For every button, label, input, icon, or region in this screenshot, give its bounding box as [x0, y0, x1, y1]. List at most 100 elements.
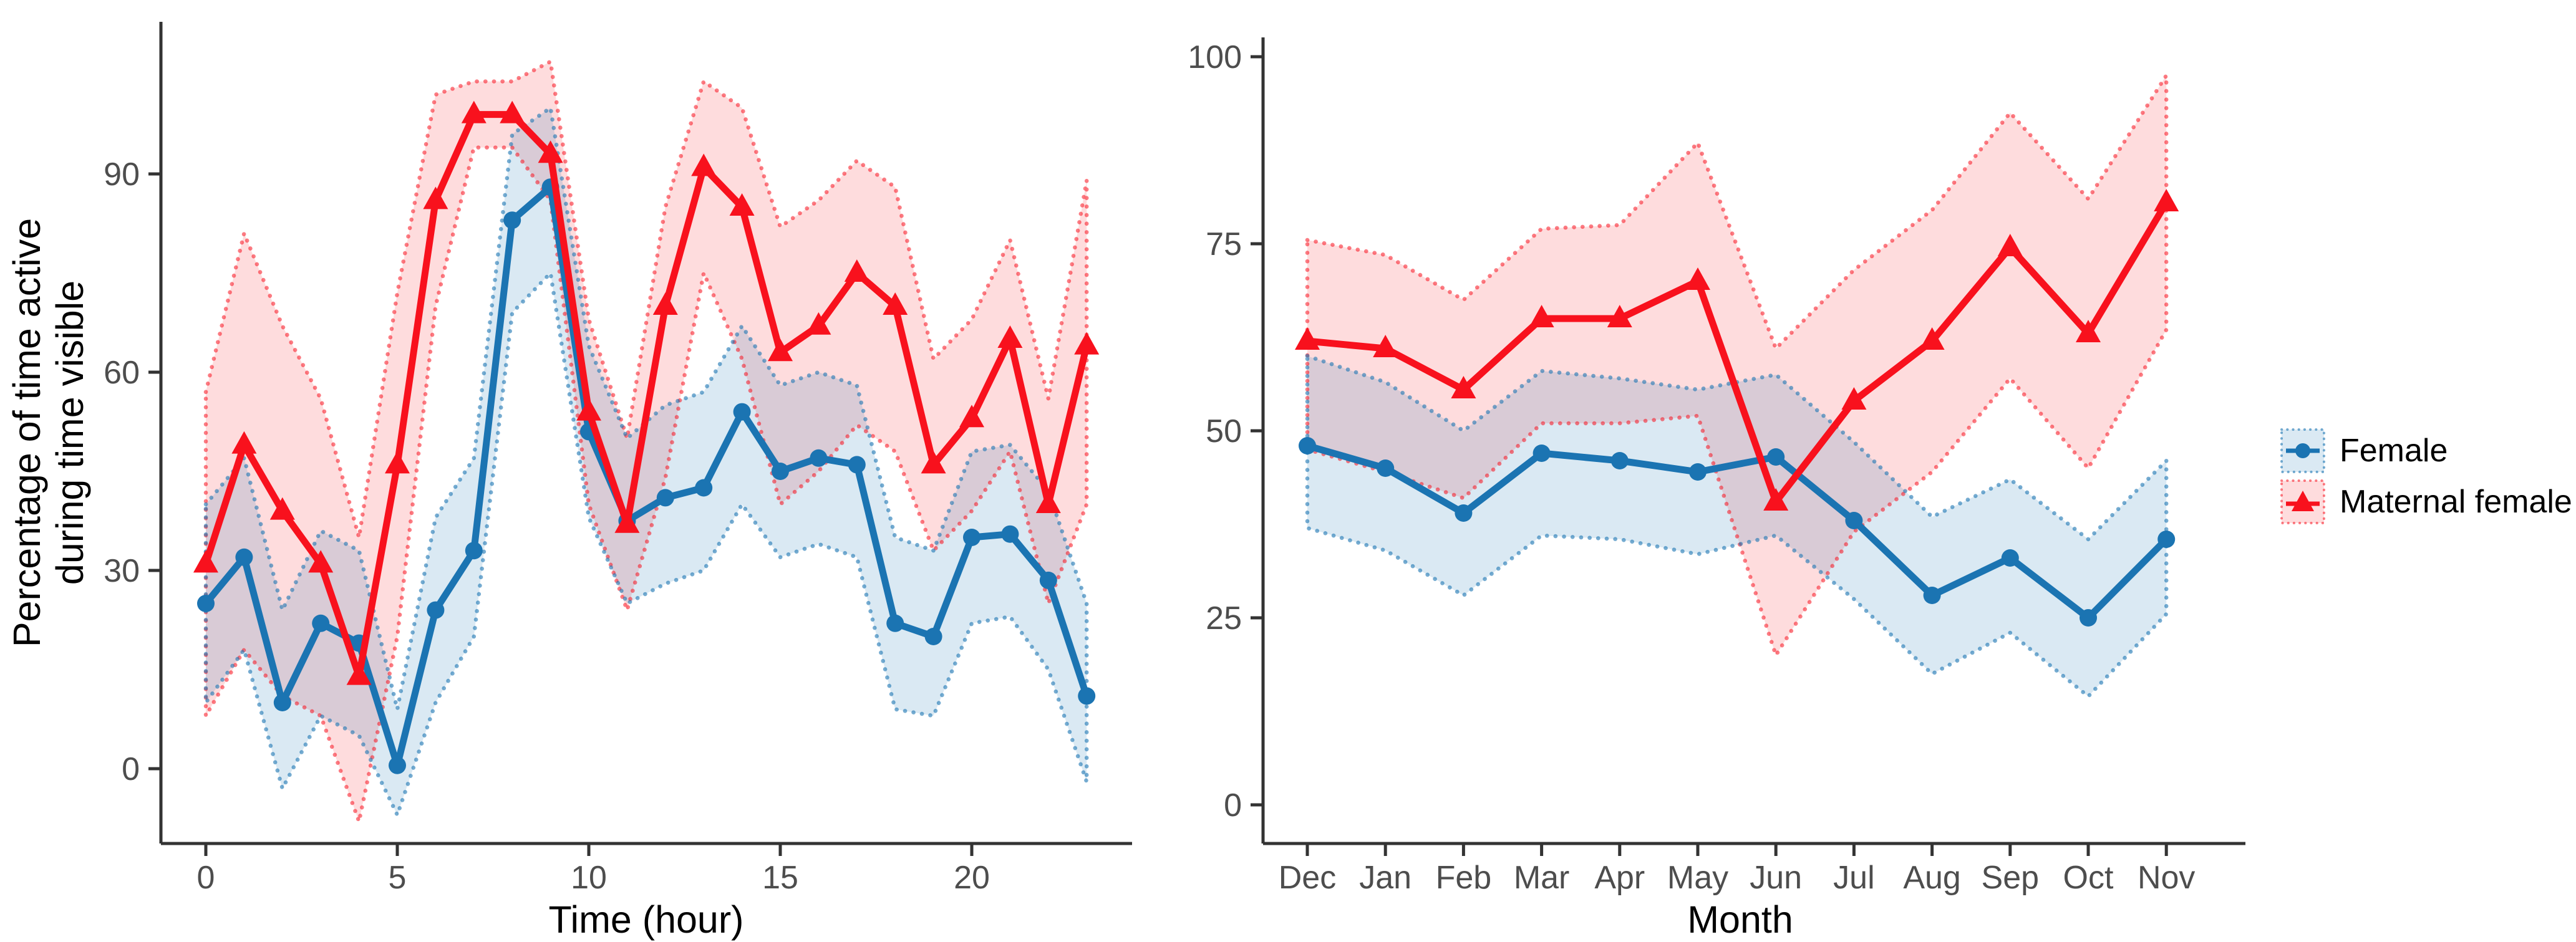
monthly-female-point [1377, 459, 1395, 477]
legend-item-maternal-female: Maternal female [2280, 479, 2572, 525]
legend-label-maternal-female: Maternal female [2340, 484, 2572, 520]
hourly-x-tick-label: 20 [954, 860, 990, 896]
monthly-female-ribbon-border [1305, 353, 2169, 699]
hourly-female-point [235, 548, 253, 566]
monthly-x-tick-label: Feb [1436, 860, 1492, 896]
monthly-maternal-ribbon-border [1305, 73, 2169, 658]
monthly-female-point [2157, 531, 2176, 548]
monthly-y-tick-label: 25 [1206, 600, 1242, 637]
monthly-x-tick-label: Oct [2063, 860, 2114, 896]
hourly-female-point [1001, 525, 1019, 543]
monthly-x-tick-label: Jun [1750, 860, 1802, 896]
hourly-maternal-point [768, 339, 793, 362]
monthly-female-point [1767, 448, 1785, 466]
monthly-x-tick-label: Sep [1982, 860, 2040, 896]
hourly-maternal-point [921, 451, 946, 474]
hourly-female-point [1078, 687, 1096, 705]
hourly-maternal-point [500, 100, 525, 123]
hourly-maternal-point [614, 510, 640, 533]
hourly-female-point [810, 449, 828, 467]
hourly-y-tick-label: 30 [104, 553, 140, 589]
monthly-female-point [1923, 587, 1941, 604]
monthly-y-tick-label: 0 [1224, 787, 1242, 824]
hourly-y-tick-label: 0 [122, 751, 140, 787]
monthly-x-tick-label: Aug [1903, 860, 1961, 896]
hourly-maternal-point [1074, 332, 1100, 355]
monthly-maternal-point [2154, 189, 2179, 211]
monthly-x-tick-label: Apr [1594, 860, 1645, 896]
monthly-panel: 0 25 50 75 100 Dec Jan Feb Mar Apr May Jun Jul Aug Sep… [1188, 37, 2245, 896]
hourly-maternal-point [538, 140, 563, 163]
monthly-y-tick-label: 100 [1188, 39, 1242, 75]
hourly-maternal-point [691, 153, 717, 176]
hourly-y-tick-label: 60 [104, 355, 140, 391]
monthly-maternal-point [1763, 488, 1789, 511]
hourly-maternal-point [346, 662, 372, 685]
hourly-maternal-ribbon-border [203, 59, 1089, 824]
monthly-female-point [1455, 504, 1473, 522]
female-circle-marker-icon [2295, 443, 2310, 458]
hourly-maternal-point [729, 193, 755, 216]
hourly-maternal-point [231, 431, 257, 454]
hourly-female-ribbon-border [203, 105, 1089, 817]
legend-item-female: Female [2280, 428, 2572, 474]
hourly-female-point [503, 211, 521, 229]
monthly-maternal-ribbon [1307, 75, 2167, 655]
hourly-maternal-point [1035, 491, 1061, 513]
legend: Female Maternal female [2280, 428, 2572, 525]
monthly-maternal-point [1373, 335, 1398, 357]
hourly-x-axis-title: Time (hour) [548, 898, 744, 941]
monthly-maternal-point [1685, 267, 1710, 290]
monthly-female-point [2080, 609, 2097, 627]
y-axis-title-line1: Percentage of time active [6, 218, 49, 648]
hourly-female-point [924, 628, 942, 645]
hourly-female-point [963, 529, 981, 546]
monthly-x-axis-title: Month [1687, 898, 1793, 941]
hourly-x-tick-label: 15 [762, 860, 798, 896]
hourly-maternal-point [652, 292, 678, 315]
hourly-x-tick-label: 5 [389, 860, 407, 896]
monthly-x-tick-label: Dec [1279, 860, 1336, 896]
hourly-maternal-point [844, 259, 869, 282]
monthly-female-point [1533, 445, 1551, 462]
monthly-female-point [1299, 437, 1316, 454]
hourly-female-point [772, 463, 789, 480]
hourly-female-point [695, 479, 713, 497]
monthly-y-tick-label: 50 [1206, 413, 1242, 449]
monthly-maternal-line [1304, 199, 2170, 506]
hourly-y-tick-label: 90 [104, 156, 140, 193]
hourly-maternal-point [193, 550, 218, 573]
monthly-maternal-point [1919, 327, 1945, 350]
hourly-maternal-point [308, 550, 334, 573]
monthly-x-tick-label: Jul [1833, 860, 1874, 896]
hourly-maternal-point [423, 186, 448, 209]
hourly-maternal-point [883, 292, 908, 315]
hourly-female-point [427, 601, 445, 619]
maternal-female-legend-key [2280, 479, 2325, 524]
hourly-maternal-point [959, 405, 984, 428]
hourly-maternal-point [385, 451, 410, 474]
monthly-y-tick-label: 75 [1206, 226, 1242, 262]
hourly-female-point [886, 614, 904, 632]
hourly-maternal-point [576, 398, 601, 421]
hourly-maternal-line [202, 111, 1090, 680]
hourly-x-tick-label: 10 [571, 860, 607, 896]
monthly-maternal-point [1841, 387, 1867, 410]
monthly-female-point [2001, 549, 2019, 567]
hourly-female-point [1039, 571, 1057, 589]
monthly-maternal-point [1451, 376, 1476, 398]
monthly-maternal-point [1997, 234, 2023, 256]
hourly-female-point [273, 694, 291, 711]
female-legend-key [2280, 428, 2325, 473]
monthly-female-line [1304, 442, 2170, 622]
monthly-maternal-point [2076, 320, 2101, 342]
maternal-triangle-marker-icon [2292, 491, 2314, 511]
monthly-x-tick-label: Mar [1514, 860, 1570, 896]
monthly-female-point [1845, 512, 1863, 529]
hourly-y-axis-title: Percentage of time active during time vi… [6, 218, 92, 647]
monthly-female-ribbon [1307, 356, 2167, 696]
hourly-x-tick-label: 0 [197, 860, 215, 896]
hourly-female-point [848, 456, 866, 474]
